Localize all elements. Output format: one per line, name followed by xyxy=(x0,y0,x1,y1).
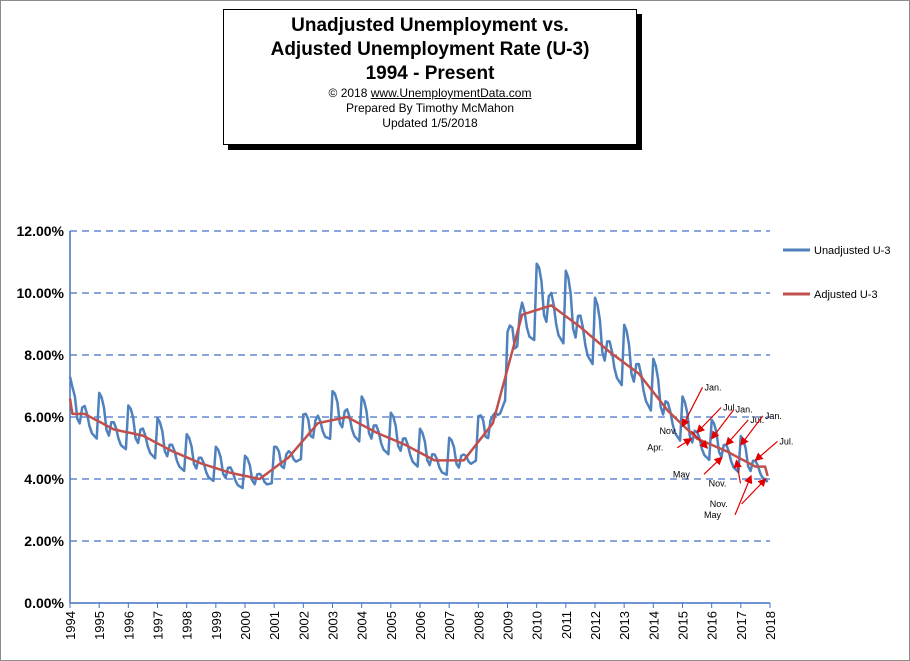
x-tick-label: 2005 xyxy=(384,611,399,640)
annotation-label: Apr. xyxy=(647,443,663,453)
x-tick-label: 2016 xyxy=(705,611,720,640)
annotation-arrow xyxy=(733,459,742,484)
grid-layer xyxy=(70,230,770,542)
x-tick-label: 2001 xyxy=(267,611,282,640)
y-tick-label: 8.00% xyxy=(24,347,64,363)
annotation-arrow xyxy=(703,456,723,475)
y-tick-label: 12.00% xyxy=(17,223,65,239)
title-line-1: Unadjusted Unemployment vs. xyxy=(291,15,569,36)
prepared-by: Prepared By Timothy McMahon xyxy=(345,101,515,115)
x-tick-label: 2014 xyxy=(646,611,661,640)
legend-label-adjusted: Adjusted U-3 xyxy=(814,289,878,301)
annotation-label: May xyxy=(704,510,722,520)
x-tick-label: 1996 xyxy=(121,611,136,640)
series-line-unadjusted xyxy=(68,262,769,490)
annotation-label: Jul. xyxy=(750,415,764,425)
source-url[interactable]: www.UnemploymentData.com xyxy=(370,86,532,100)
updated-date: Updated 1/5/2018 xyxy=(382,116,478,130)
copyright-line: © 2018 www.UnemploymentData.com xyxy=(224,86,636,101)
annotation-label: Jan. xyxy=(705,382,722,392)
y-tick-label: 2.00% xyxy=(24,533,64,549)
x-tick-label: 2013 xyxy=(617,611,632,640)
x-tick-label: 1998 xyxy=(180,611,195,640)
annotation-label: Jul. xyxy=(779,436,793,446)
y-tick-label: 4.00% xyxy=(24,471,64,487)
annotation-arrow xyxy=(696,407,722,434)
x-tick-label: 2007 xyxy=(442,611,457,640)
x-tick-label: 2004 xyxy=(355,611,370,640)
axis-layer: 0.00% 2.00% 4.00% 6.00% 8.00% 10.00% 12.00% 199… xyxy=(17,223,778,640)
copyright-text: © 2018 xyxy=(328,86,371,100)
x-tick-label: 2012 xyxy=(588,611,603,640)
annotation-arrow xyxy=(690,430,709,449)
annotation-arrow xyxy=(734,474,753,516)
x-tick-label: 2000 xyxy=(238,611,253,640)
annotation-arrow xyxy=(740,415,764,446)
x-tick-label: 2018 xyxy=(763,611,778,640)
series-line-adjusted xyxy=(68,304,769,481)
y-tick-label: 10.00% xyxy=(17,285,65,301)
annotation-label: Jan. xyxy=(736,405,753,415)
x-tick-label: 2011 xyxy=(559,611,574,639)
x-tick-label: 2008 xyxy=(471,611,486,640)
annotation-label: Nov. xyxy=(659,426,677,436)
x-tick-label: 2015 xyxy=(676,611,691,640)
legend-label-unadjusted: Unadjusted U-3 xyxy=(814,245,890,257)
annotation-arrow xyxy=(754,440,778,462)
x-tick-label: 2002 xyxy=(296,611,311,640)
x-tick-label: 1999 xyxy=(209,611,224,640)
x-tick-label: 1994 xyxy=(63,611,78,640)
annotation-label: Nov. xyxy=(710,499,728,509)
chart-title-box: Unadjusted Unemployment vs. Adjusted Une… xyxy=(223,9,637,145)
legend: Unadjusted U-3 Adjusted U-3 xyxy=(783,245,890,301)
x-tick-label: 2010 xyxy=(530,611,545,640)
title-line-3: 1994 - Present xyxy=(365,63,495,84)
y-tick-label: 0.00% xyxy=(24,595,64,611)
series-layer xyxy=(68,262,769,490)
x-tick-label: 1997 xyxy=(151,611,166,640)
x-tick-label: 2017 xyxy=(734,611,749,640)
x-tick-label: 2009 xyxy=(501,611,516,640)
annotation-arrow xyxy=(741,478,767,505)
x-tick-label: 2006 xyxy=(413,611,428,640)
annotation-arrow xyxy=(725,419,749,446)
annotation-label: Nov. xyxy=(709,478,727,488)
x-tick-label: 1995 xyxy=(92,611,107,640)
annotation-label: May xyxy=(673,469,691,479)
annotation-label: Jan. xyxy=(765,411,782,421)
title-line-2: Adjusted Unemployment Rate (U-3) xyxy=(270,39,590,60)
y-tick-label: 6.00% xyxy=(24,409,64,425)
annotation-arrow xyxy=(710,409,735,440)
annotation-arrow xyxy=(681,387,704,428)
annotation-arrow xyxy=(676,438,693,449)
x-tick-label: 2003 xyxy=(326,611,341,640)
annotation-label: Jul. xyxy=(723,403,737,413)
